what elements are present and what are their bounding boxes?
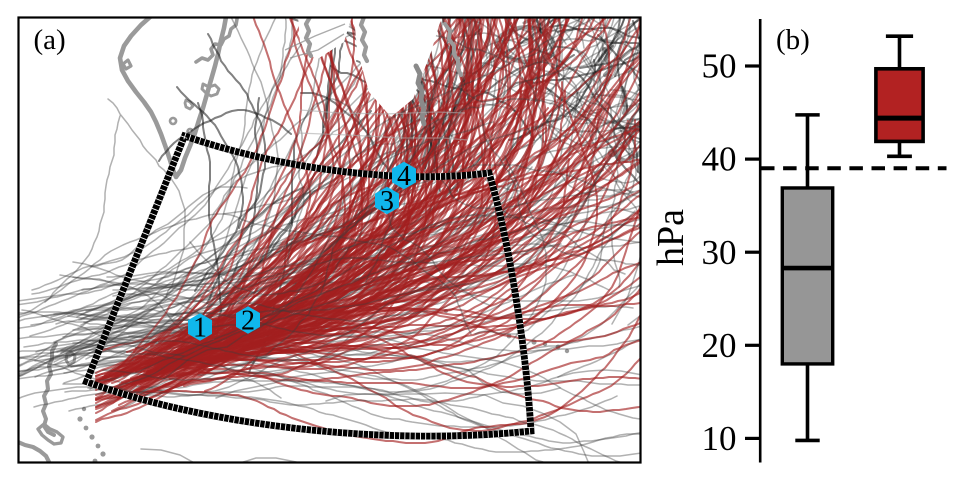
svg-text:4: 4 — [397, 161, 411, 192]
svg-text:10: 10 — [702, 419, 737, 458]
svg-text:1: 1 — [193, 313, 207, 344]
svg-text:(b): (b) — [776, 24, 810, 56]
svg-text:2: 2 — [241, 306, 255, 337]
svg-text:hPa: hPa — [650, 209, 692, 266]
svg-text:30: 30 — [702, 233, 737, 272]
svg-text:3: 3 — [380, 186, 394, 217]
svg-text:(a): (a) — [34, 24, 66, 56]
svg-text:50: 50 — [702, 47, 737, 86]
svg-text:40: 40 — [702, 140, 737, 179]
svg-text:20: 20 — [702, 326, 737, 365]
